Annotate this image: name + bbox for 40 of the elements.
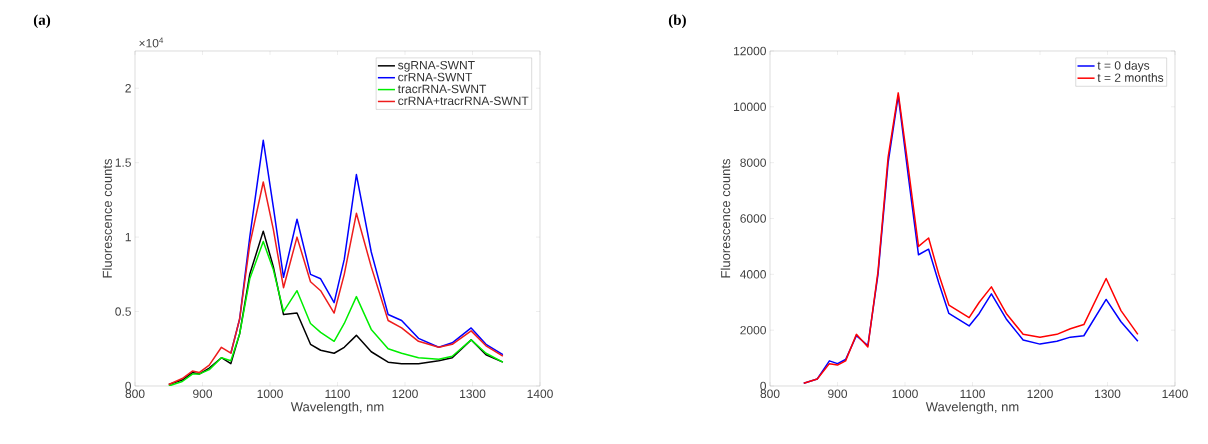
x-tick-label: 1200 (392, 389, 418, 399)
x-axis-title: Wavelength, nm (925, 401, 1019, 414)
y-tick-label: 4000 (740, 270, 766, 279)
x-tick-label: 1200 (1027, 389, 1053, 399)
x-tick-label: 1400 (527, 389, 553, 399)
y-tick-label: 1.5 (115, 158, 131, 167)
line-series (168, 181, 504, 386)
x-tick-label: 1000 (892, 389, 918, 399)
y-tick-label: 10000 (734, 102, 766, 112)
x-tick-label: 800 (760, 389, 780, 399)
x-tick-label: 1300 (1095, 389, 1121, 399)
y-tick-label: 12000 (734, 46, 766, 56)
y-tick-label: 0.5 (115, 307, 131, 316)
y-tick-label: 6000 (740, 214, 766, 223)
y-axis-title: Fluorescence counts (720, 159, 731, 278)
x-tick-label: 800 (125, 389, 145, 399)
chart-title: (b) (668, 14, 686, 29)
x-tick-label: 900 (828, 389, 848, 399)
legend-label: crRNA+tracrRNA-SWNT (398, 96, 529, 106)
y-tick-label: 0 (760, 381, 767, 391)
chart-title: (a) (33, 14, 51, 29)
x-tick-label: 1100 (325, 389, 350, 399)
x-tick-label: 1000 (257, 389, 283, 399)
x-tick-label: 1300 (460, 389, 486, 399)
legend-label: tracrRNA-SWNT (397, 84, 487, 94)
y-tick-label: 8000 (740, 158, 766, 167)
x-tick-label: 1400 (1162, 389, 1188, 399)
legend-label: t = 2 months (1097, 73, 1164, 82)
y-tick-label: 0 (125, 381, 132, 391)
y-tick-label: 2000 (740, 325, 766, 335)
x-tick-label: 900 (193, 389, 213, 399)
legend-label: t = 0 days (1097, 60, 1150, 73)
legend-label: sgRNA-SWNT (398, 60, 475, 72)
y-tick-label: 1 (125, 232, 131, 242)
legend-label: crRNA-SWNT (398, 72, 473, 82)
text: ×10$^{4}$ (139, 37, 164, 48)
y-axis-title: Fluorescence counts (102, 159, 112, 278)
y-tick-label: 2 (125, 84, 131, 93)
x-tick-label: 1100 (960, 389, 985, 399)
x-axis-title: Wavelength, nm (290, 401, 384, 414)
